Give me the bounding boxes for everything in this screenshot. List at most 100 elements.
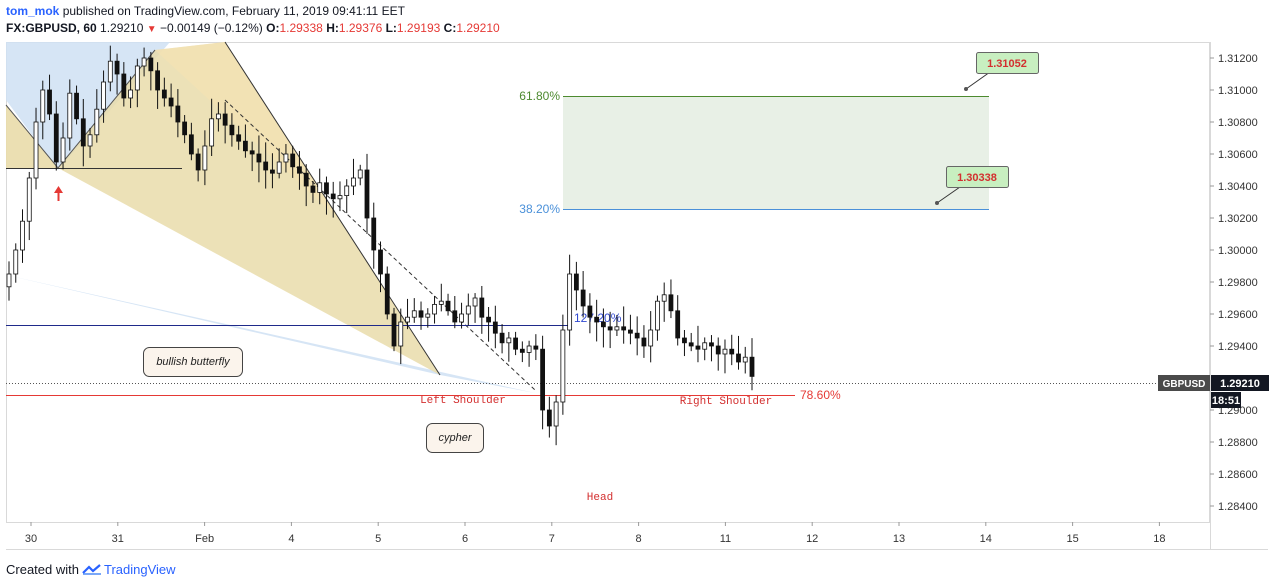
candle-body <box>87 134 93 147</box>
candle-body <box>80 118 86 147</box>
candle-body <box>567 273 573 331</box>
candle-body <box>479 297 485 318</box>
candle-body <box>337 195 343 200</box>
candle-body <box>168 97 174 107</box>
candle-body <box>134 65 140 91</box>
candle-body <box>141 57 147 67</box>
candle-body <box>695 345 701 350</box>
time-tick-label: 30 <box>25 533 37 545</box>
candle-body <box>256 153 262 163</box>
candle-body <box>405 316 410 323</box>
candle-body <box>128 89 133 99</box>
candle-body <box>222 113 228 126</box>
fib-618-label: 61.80% <box>519 89 560 103</box>
callout-upper-box <box>976 52 1039 74</box>
price-tag-box <box>1211 375 1269 391</box>
candle-body <box>249 150 255 155</box>
price-tick-label: 1.30400 <box>1218 181 1258 193</box>
open-value: 1.29338 <box>279 21 323 35</box>
price-change: −0.00149 (−0.12%) <box>160 21 263 35</box>
time-scale[interactable]: 30 31 Feb 4 5 6 7 8 11 12 13 14 15 18 <box>25 522 1166 545</box>
cypher-box <box>426 423 484 453</box>
left-shoulder-label: Left Shoulder <box>420 395 506 407</box>
time-tick-label: 14 <box>980 533 992 545</box>
candle-body <box>270 169 275 174</box>
candle-body <box>492 321 498 334</box>
candle-body <box>513 337 518 350</box>
price-tick-label: 1.31200 <box>1218 53 1258 65</box>
candle-body <box>546 409 552 427</box>
candle-body <box>418 310 424 318</box>
callout-upper[interactable]: 1.31052 <box>964 52 1039 92</box>
candle-body <box>384 273 390 315</box>
candle-body <box>709 342 714 347</box>
candle-body <box>411 310 417 318</box>
candle-body <box>607 326 613 331</box>
pattern-drawings <box>5 41 536 393</box>
candle-body <box>655 300 660 331</box>
label-cypher[interactable]: cypher <box>426 423 484 453</box>
callout-upper-pointer <box>965 71 991 90</box>
candle-body <box>459 313 464 323</box>
countdown-box <box>1211 392 1241 408</box>
candle-body <box>290 153 296 168</box>
last-price-tag: GBPUSD 1.29210 18:51 <box>1158 375 1269 408</box>
time-tick-label: 18 <box>1153 533 1165 545</box>
head-label: Head <box>587 492 613 504</box>
butterfly-tan-main <box>58 42 440 375</box>
publish-header: tom_mok published on TradingView.com, Fe… <box>6 4 405 18</box>
callout-lower[interactable]: 1.30338 <box>935 166 1009 206</box>
candle-body <box>688 342 694 347</box>
price-tick-label: 1.28400 <box>1218 501 1258 513</box>
candle-body <box>648 329 654 347</box>
cypher-blue-triangle <box>6 275 535 393</box>
price-tick-label: 1.29800 <box>1218 277 1258 289</box>
candle-body <box>155 70 161 91</box>
candle-body <box>175 105 181 123</box>
candle-body <box>506 337 512 344</box>
candle-body <box>580 289 586 307</box>
callout-lower-text: 1.30338 <box>957 172 997 184</box>
candle-body <box>297 166 302 174</box>
callout-lower-dot <box>935 201 939 205</box>
label-bullish-butterfly[interactable]: bullish butterfly <box>143 347 243 377</box>
candle-body <box>553 401 559 427</box>
candle-body <box>519 348 525 353</box>
candle-body <box>236 134 242 142</box>
candle-body <box>682 337 687 344</box>
candle-body <box>445 300 451 312</box>
candle-body <box>94 108 100 136</box>
candle-body <box>344 185 350 197</box>
candle-body <box>425 313 431 318</box>
tradingview-logo-icon <box>82 564 101 575</box>
candle-body <box>742 356 748 363</box>
candle-body <box>364 169 370 219</box>
tradingview-brand-link[interactable]: TradingView <box>103 562 176 577</box>
candle-body <box>432 303 437 315</box>
candle-body <box>641 337 647 347</box>
countdown-text: 18:51 <box>1212 395 1240 407</box>
candle-body <box>107 60 113 83</box>
low-value: 1.29193 <box>396 21 441 35</box>
candle-body <box>715 345 721 355</box>
candle-body <box>6 273 12 288</box>
candle-body <box>736 353 741 363</box>
candle-body <box>668 294 674 312</box>
candle-body <box>53 113 59 163</box>
candle-body <box>357 169 363 179</box>
author-link[interactable]: tom_mok <box>6 4 60 18</box>
callout-lower-pointer <box>936 186 961 204</box>
candle-body <box>634 332 640 339</box>
time-tick-label: 13 <box>893 533 905 545</box>
price-tick-label: 1.28800 <box>1218 437 1258 449</box>
candlesticks <box>6 45 755 446</box>
cypher-text: cypher <box>438 432 472 444</box>
candle-body <box>452 310 458 323</box>
candle-body <box>661 294 667 302</box>
candle-body <box>628 329 633 334</box>
up-arrow-icon <box>54 186 63 201</box>
candle-body <box>161 89 167 99</box>
candle-body <box>283 153 289 163</box>
price-scale[interactable]: 1.31200 1.31000 1.30800 1.30600 1.30400 1.302… <box>1210 53 1258 513</box>
